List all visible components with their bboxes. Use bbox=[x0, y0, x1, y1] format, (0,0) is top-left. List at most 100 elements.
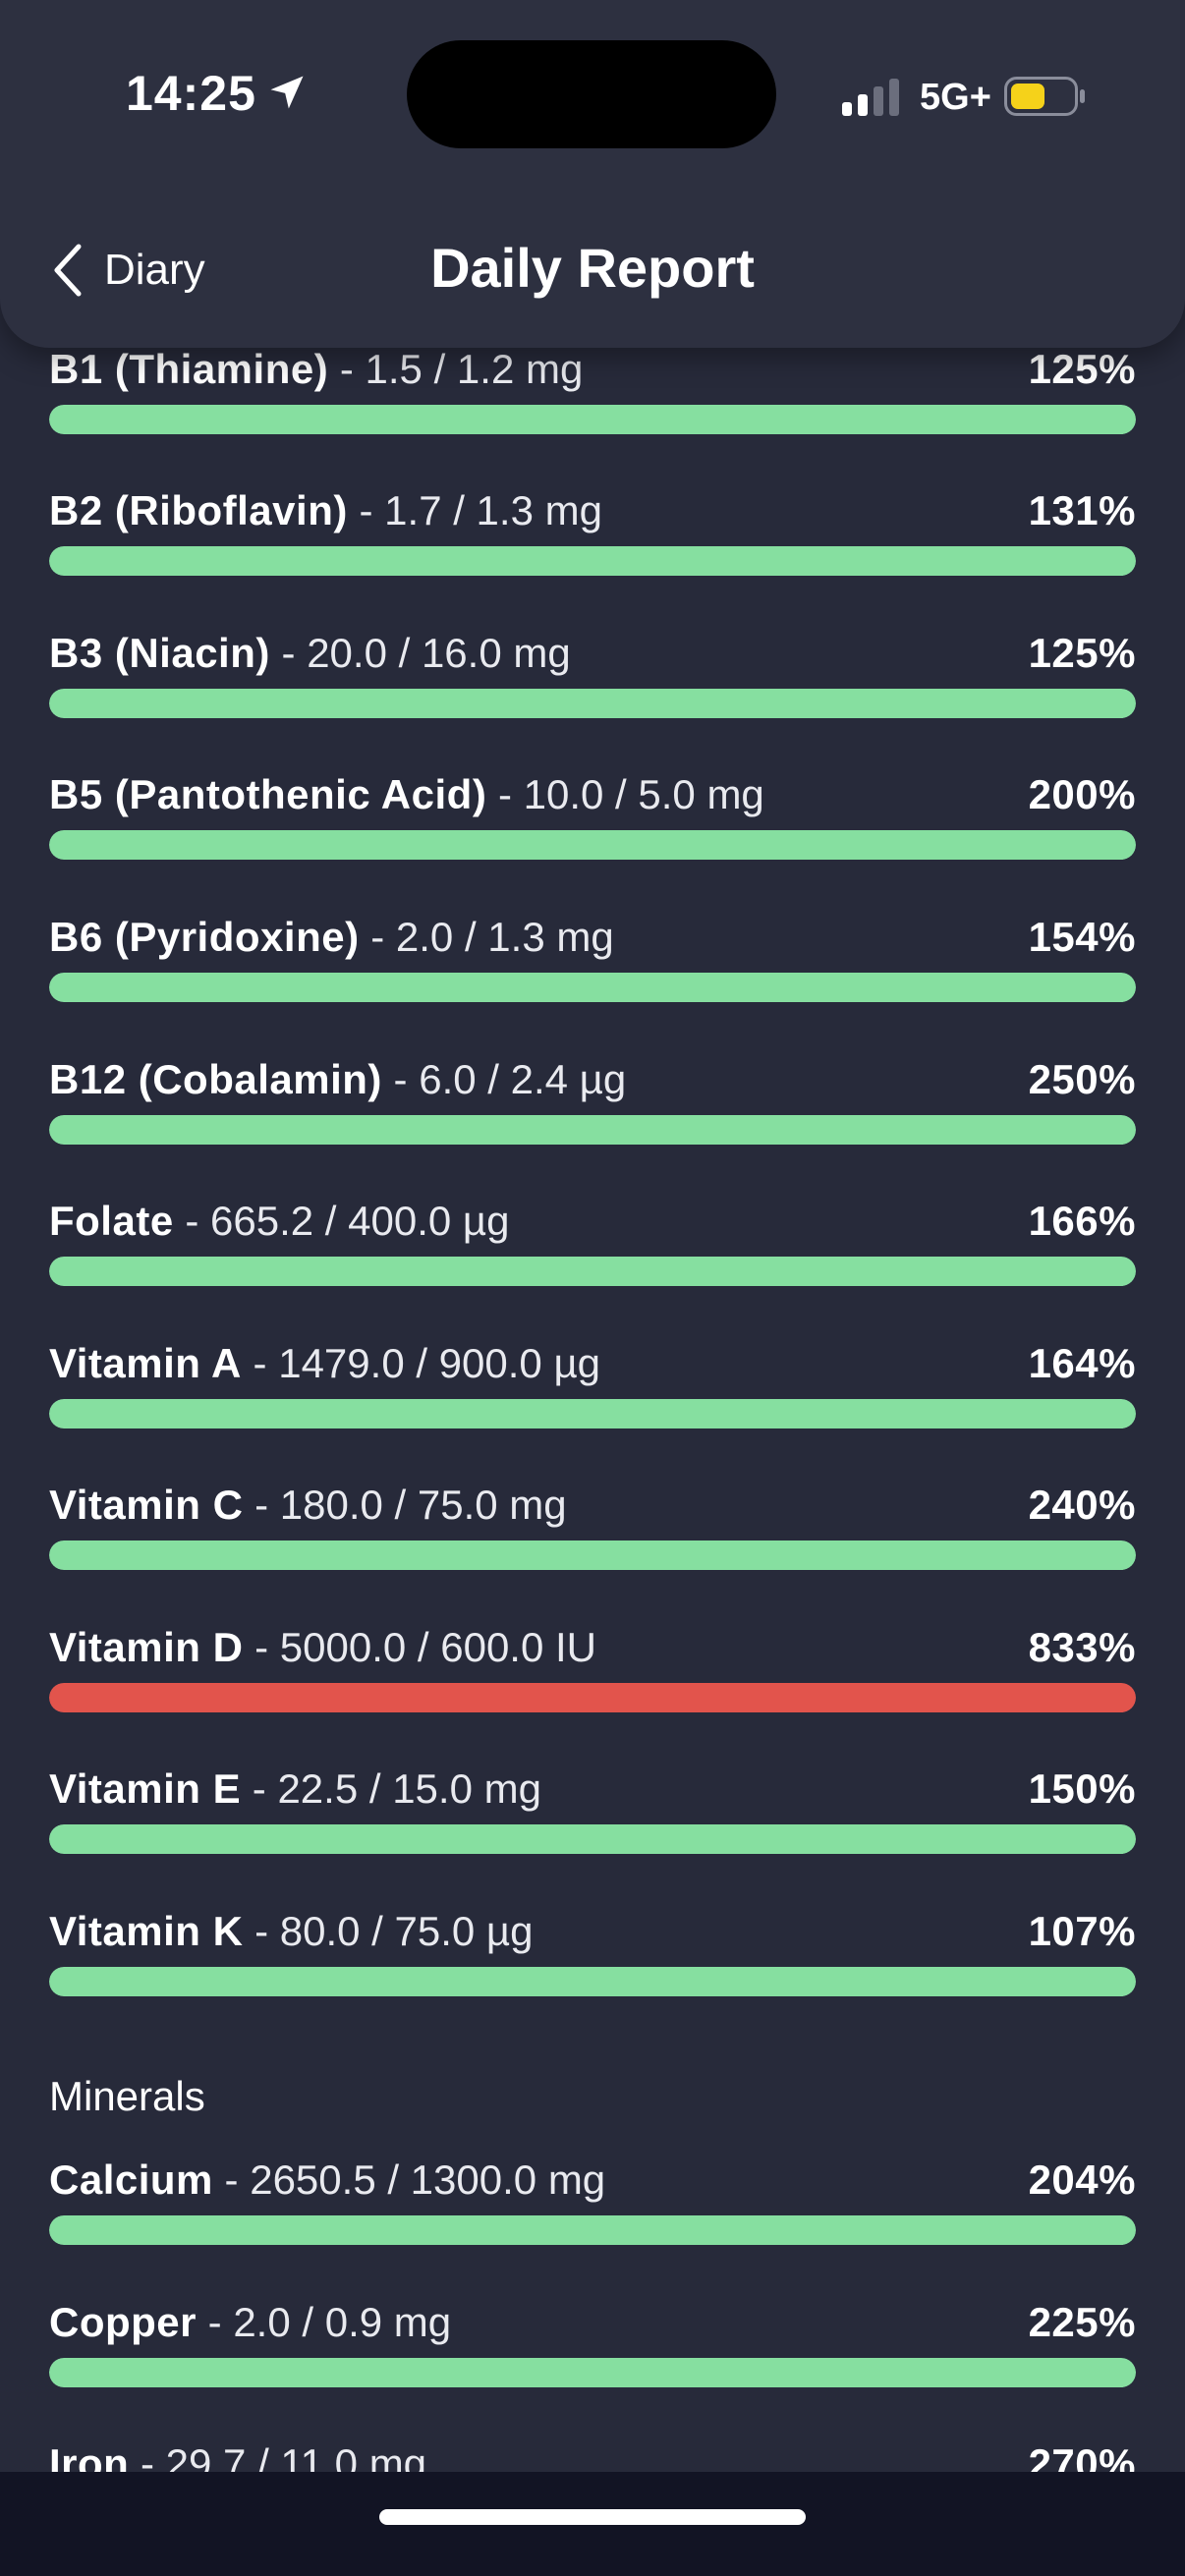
progress-bar bbox=[49, 1399, 1136, 1428]
progress-fill bbox=[49, 1399, 1136, 1428]
nutrient-amount: - 1.7 / 1.3 mg bbox=[347, 487, 602, 533]
nutrient-name: Folate bbox=[49, 1198, 174, 1244]
nutrient-name: B5 (Pantothenic Acid) bbox=[49, 771, 487, 817]
section-label-minerals: Minerals bbox=[49, 2073, 205, 2119]
progress-bar bbox=[49, 546, 1136, 576]
report-content[interactable]: B1 (Thiamine) - 1.5 / 1.2 mg 125% B2 (Ri… bbox=[0, 0, 1185, 2472]
nutrient-name: Iron bbox=[49, 2440, 130, 2472]
nutrient-percent: 204% bbox=[1028, 2156, 1136, 2203]
progress-bar bbox=[49, 405, 1136, 434]
nutrient-amount: - 1479.0 / 900.0 µg bbox=[241, 1340, 601, 1386]
home-indicator-area bbox=[0, 2472, 1185, 2576]
nutrient-amount: - 20.0 / 16.0 mg bbox=[269, 630, 571, 676]
nutrient-row-b12: B12 (Cobalamin) - 6.0 / 2.4 µg 250% bbox=[49, 1052, 1136, 1150]
nutrient-row-iron: Iron - 29.7 / 11.0 mg 270% bbox=[49, 2436, 1136, 2472]
dynamic-island bbox=[407, 40, 776, 148]
nutrient-name: B3 (Niacin) bbox=[49, 630, 270, 676]
nutrient-percent: 270% bbox=[1028, 2440, 1136, 2472]
nutrient-amount: - 1.5 / 1.2 mg bbox=[328, 346, 584, 392]
progress-fill bbox=[49, 830, 1136, 860]
nutrient-amount: - 29.7 / 11.0 mg bbox=[129, 2440, 427, 2472]
nutrient-row-vitamin-e: Vitamin E - 22.5 / 15.0 mg 150% bbox=[49, 1762, 1136, 1860]
nutrient-percent: 125% bbox=[1028, 630, 1136, 676]
nutrient-amount: - 6.0 / 2.4 µg bbox=[381, 1056, 627, 1102]
nutrient-row-folate: Folate - 665.2 / 400.0 µg 166% bbox=[49, 1194, 1136, 1292]
network-type: 5G+ bbox=[920, 77, 991, 118]
nutrient-amount: - 665.2 / 400.0 µg bbox=[173, 1198, 510, 1244]
nutrient-percent: 131% bbox=[1028, 487, 1136, 533]
nutrient-name: B2 (Riboflavin) bbox=[49, 487, 348, 533]
progress-bar bbox=[49, 1115, 1136, 1145]
nutrient-name: Vitamin C bbox=[49, 1482, 244, 1528]
nutrient-percent: 154% bbox=[1028, 914, 1136, 960]
nutrient-name: Vitamin K bbox=[49, 1908, 244, 1954]
progress-fill bbox=[49, 1824, 1136, 1854]
nutrient-name: B12 (Cobalamin) bbox=[49, 1056, 382, 1102]
nutrient-row-vitamin-c: Vitamin C - 180.0 / 75.0 mg 240% bbox=[49, 1478, 1136, 1576]
nutrient-name: B1 (Thiamine) bbox=[49, 346, 329, 392]
nutrient-name: Vitamin E bbox=[49, 1765, 242, 1812]
nutrient-percent: 225% bbox=[1028, 2299, 1136, 2345]
navigation-header: 14:25 5G+ Diary Daily Rep bbox=[0, 0, 1185, 348]
nutrient-percent: 833% bbox=[1028, 1624, 1136, 1670]
status-bar: 14:25 5G+ bbox=[0, 0, 1185, 196]
nutrient-amount: - 180.0 / 75.0 mg bbox=[243, 1482, 567, 1528]
nutrient-name: Vitamin D bbox=[49, 1624, 244, 1670]
progress-bar bbox=[49, 1967, 1136, 1996]
back-label: Diary bbox=[104, 246, 205, 294]
nutrient-row-b5: B5 (Pantothenic Acid) - 10.0 / 5.0 mg 20… bbox=[49, 767, 1136, 866]
nutrient-name: Vitamin A bbox=[49, 1340, 242, 1386]
progress-bar bbox=[49, 1257, 1136, 1286]
progress-bar bbox=[49, 1683, 1136, 1712]
nutrient-percent: 200% bbox=[1028, 771, 1136, 817]
nutrient-row-vitamin-k: Vitamin K - 80.0 / 75.0 µg 107% bbox=[49, 1904, 1136, 2002]
progress-bar bbox=[49, 973, 1136, 1002]
progress-bar bbox=[49, 689, 1136, 718]
nutrient-percent: 150% bbox=[1028, 1765, 1136, 1812]
nutrient-percent: 164% bbox=[1028, 1340, 1136, 1386]
progress-fill bbox=[49, 546, 1136, 576]
nutrient-row-calcium: Calcium - 2650.5 / 1300.0 mg 204% bbox=[49, 2153, 1136, 2251]
nutrient-amount: - 2.0 / 0.9 mg bbox=[197, 2299, 452, 2345]
nutrient-row-copper: Copper - 2.0 / 0.9 mg 225% bbox=[49, 2295, 1136, 2393]
home-indicator[interactable] bbox=[379, 2509, 806, 2525]
nutrient-row-b2: B2 (Riboflavin) - 1.7 / 1.3 mg 131% bbox=[49, 483, 1136, 582]
progress-fill bbox=[49, 973, 1136, 1002]
nutrient-percent: 250% bbox=[1028, 1056, 1136, 1102]
progress-fill bbox=[49, 1967, 1136, 1996]
nutrient-percent: 125% bbox=[1028, 346, 1136, 392]
progress-bar bbox=[49, 2215, 1136, 2245]
progress-fill bbox=[49, 1115, 1136, 1145]
progress-bar bbox=[49, 830, 1136, 860]
progress-fill bbox=[49, 1257, 1136, 1286]
nutrient-name: Calcium bbox=[49, 2156, 213, 2203]
nutrient-row-b6: B6 (Pyridoxine) - 2.0 / 1.3 mg 154% bbox=[49, 910, 1136, 1008]
location-arrow-icon bbox=[270, 76, 304, 109]
nutrient-row-vitamin-a: Vitamin A - 1479.0 / 900.0 µg 164% bbox=[49, 1336, 1136, 1434]
progress-bar bbox=[49, 1540, 1136, 1570]
status-time: 14:25 bbox=[126, 66, 256, 121]
progress-fill bbox=[49, 2358, 1136, 2387]
progress-fill bbox=[49, 1683, 1136, 1712]
nutrient-row-b3: B3 (Niacin) - 20.0 / 16.0 mg 125% bbox=[49, 626, 1136, 724]
nutrient-percent: 166% bbox=[1028, 1198, 1136, 1244]
nutrient-amount: - 80.0 / 75.0 µg bbox=[243, 1908, 534, 1954]
cellular-signal-icon bbox=[842, 79, 899, 116]
progress-bar bbox=[49, 2358, 1136, 2387]
chevron-left-icon bbox=[54, 244, 82, 297]
progress-fill bbox=[49, 2215, 1136, 2245]
progress-fill bbox=[49, 405, 1136, 434]
nutrient-name: B6 (Pyridoxine) bbox=[49, 914, 360, 960]
nutrient-amount: - 2.0 / 1.3 mg bbox=[359, 914, 614, 960]
nutrient-percent: 107% bbox=[1028, 1908, 1136, 1954]
nutrient-row-vitamin-d: Vitamin D - 5000.0 / 600.0 IU 833% bbox=[49, 1620, 1136, 1718]
nutrient-amount: - 10.0 / 5.0 mg bbox=[486, 771, 764, 817]
battery-icon bbox=[1004, 77, 1085, 116]
progress-fill bbox=[49, 689, 1136, 718]
back-button[interactable]: Diary bbox=[49, 236, 205, 305]
nutrient-row-b1: B1 (Thiamine) - 1.5 / 1.2 mg 125% bbox=[49, 342, 1136, 440]
progress-fill bbox=[49, 1540, 1136, 1570]
nutrient-percent: 240% bbox=[1028, 1482, 1136, 1528]
nutrient-name: Copper bbox=[49, 2299, 197, 2345]
